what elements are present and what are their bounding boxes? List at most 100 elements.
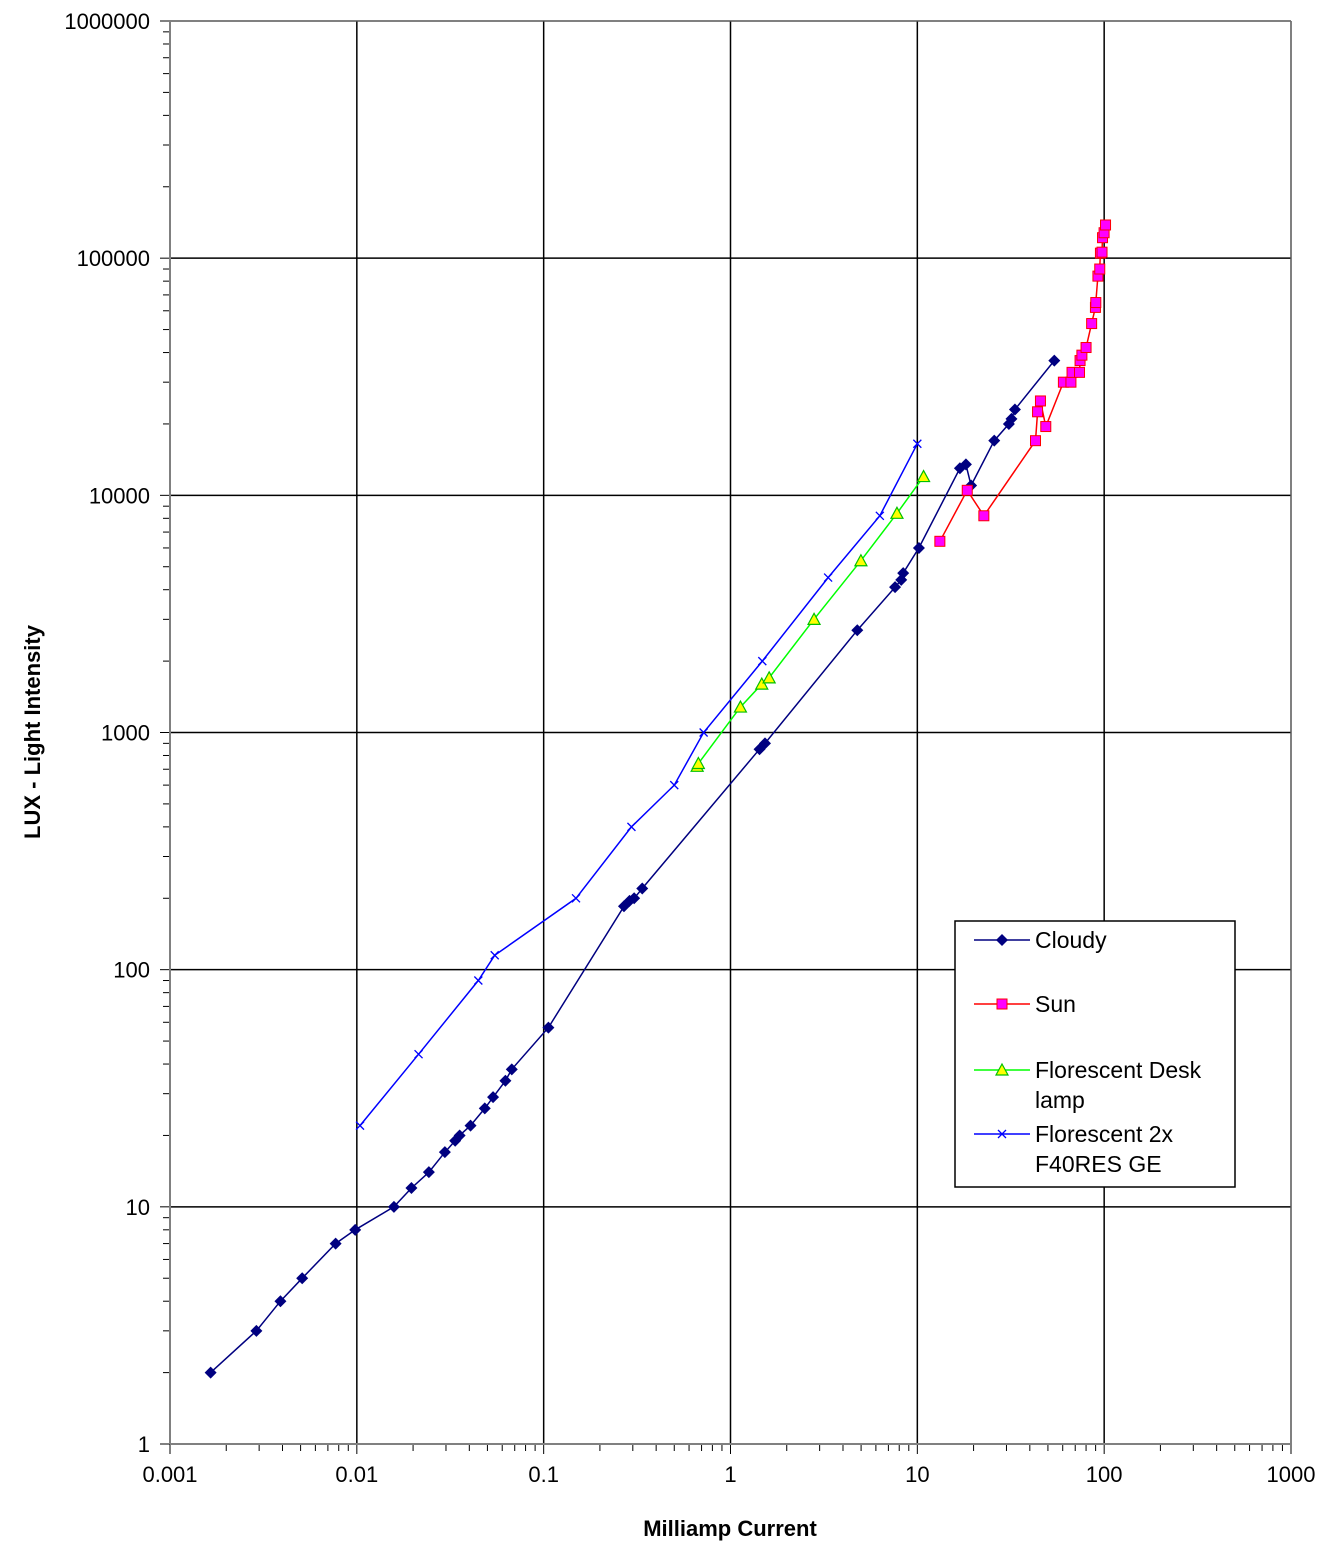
data-point-square [1086, 318, 1098, 330]
data-point-diamond [912, 541, 925, 554]
x-tick-label: 1 [724, 1462, 736, 1487]
data-point-square [1034, 395, 1046, 407]
square-marker-icon [996, 998, 1008, 1010]
legend-label-sun: Sun [1035, 991, 1076, 1017]
data-point-triangle [762, 670, 777, 684]
legend-item-cloudy: Cloudy [974, 927, 1107, 953]
data-point-x [626, 822, 636, 832]
y-tick-label: 1000000 [64, 9, 150, 34]
y-tick-label: 100000 [77, 246, 150, 271]
data-point-square [1096, 246, 1108, 258]
legend-item-desk-lamp: Florescent Desk lamp [974, 1057, 1208, 1113]
x-marker-icon [997, 1129, 1007, 1139]
x-tick-label: 10 [905, 1462, 929, 1487]
data-point-triangle [853, 553, 868, 567]
data-point-diamond [851, 624, 864, 637]
data-point-x [823, 573, 833, 583]
data-point-square [1074, 366, 1086, 378]
data-point-diamond [405, 1182, 418, 1195]
data-point-diamond [204, 1366, 217, 1379]
data-point-diamond [422, 1166, 435, 1179]
data-point-diamond [1048, 354, 1061, 367]
data-point-triangle [889, 506, 904, 519]
legend-label-f40res-line1: Florescent 2x [1035, 1121, 1174, 1147]
data-point-triangle [754, 676, 769, 690]
data-point-square [978, 510, 990, 522]
data-point-x [875, 511, 885, 521]
series-2 [690, 469, 931, 772]
data-point-diamond [453, 1129, 466, 1142]
data-point-diamond [464, 1119, 477, 1132]
data-point-diamond [628, 892, 641, 905]
x-tick-label: 0.1 [528, 1462, 559, 1487]
data-point-diamond [889, 581, 902, 594]
x-tick-label: 100 [1086, 1462, 1123, 1487]
data-point-square [1100, 219, 1112, 231]
data-point-square [1029, 435, 1041, 447]
data-point-diamond [296, 1272, 309, 1285]
data-point-diamond [499, 1074, 512, 1087]
data-point-square [1065, 376, 1077, 388]
y-tick-label: 1000 [101, 721, 150, 746]
data-point-diamond [274, 1295, 287, 1308]
data-point-square [934, 535, 946, 547]
data-point-x [490, 950, 500, 960]
diamond-marker-icon [996, 934, 1008, 946]
data-point-diamond [438, 1146, 451, 1159]
legend-label-f40res: Florescent 2x F40RES GE [1035, 1121, 1179, 1177]
data-point-diamond [988, 434, 1001, 447]
data-point-square [1094, 263, 1106, 275]
data-point-x [669, 780, 679, 790]
data-point-triangle [691, 756, 706, 770]
triangle-marker-icon [994, 1062, 1010, 1076]
data-point-triangle [733, 699, 748, 713]
legend-label-cloudy: Cloudy [1035, 927, 1107, 953]
data-point-x [473, 976, 483, 985]
x-tick-label: 0.001 [142, 1462, 197, 1487]
y-tick-label: 1 [138, 1432, 150, 1457]
data-point-x [414, 1049, 424, 1059]
data-point-triangle [807, 612, 822, 625]
data-point-x [571, 893, 581, 903]
data-point-diamond [542, 1021, 555, 1034]
y-tick-label: 100 [113, 958, 150, 983]
series-line [359, 443, 918, 1127]
x-tick-label: 1000 [1267, 1462, 1316, 1487]
series-1 [934, 219, 1112, 547]
axes: 0.001 0.01 0.1 1 10 100 1000 1 10 100 1000 10000 100… [64, 9, 1315, 1487]
data-point-diamond [478, 1102, 491, 1115]
legend-item-sun: Sun [974, 991, 1076, 1017]
legend-box [954, 920, 1236, 1188]
data-point-triangle [916, 469, 931, 483]
series-3 [355, 439, 922, 1131]
minor-ticks [160, 20, 1292, 1454]
data-point-square [961, 484, 973, 496]
data-point-diamond [959, 458, 972, 471]
data-point-diamond [1008, 403, 1021, 416]
legend-label-desk-lamp-line2: lamp [1035, 1087, 1085, 1113]
y-axis-title: LUX - Light Intensity [20, 624, 45, 839]
data-point-diamond [387, 1200, 400, 1213]
legend-label-desk-lamp: Florescent Desk lamp [1035, 1057, 1208, 1113]
data-point-x [757, 656, 767, 666]
data-point-square [1080, 342, 1092, 354]
data-point-square [1032, 406, 1044, 418]
data-point-x [912, 439, 922, 449]
data-point-square [1040, 421, 1052, 433]
y-tick-label: 10000 [89, 483, 150, 508]
data-point-diamond [636, 882, 649, 895]
data-point-diamond [329, 1237, 342, 1250]
legend-label-desk-lamp-line1: Florescent Desk [1035, 1057, 1202, 1083]
legend: Cloudy Sun Florescent Desk lamp Floresce… [954, 920, 1236, 1188]
x-axis-title: Milliamp Current [643, 1516, 817, 1541]
series-layer [204, 219, 1112, 1379]
x-tick-label: 0.01 [335, 1462, 378, 1487]
data-point-diamond [250, 1324, 263, 1337]
y-tick-label: 10 [126, 1195, 150, 1220]
data-point-diamond [505, 1063, 518, 1076]
data-point-x [699, 728, 709, 737]
data-point-diamond [897, 567, 910, 580]
data-point-diamond [1005, 412, 1018, 425]
